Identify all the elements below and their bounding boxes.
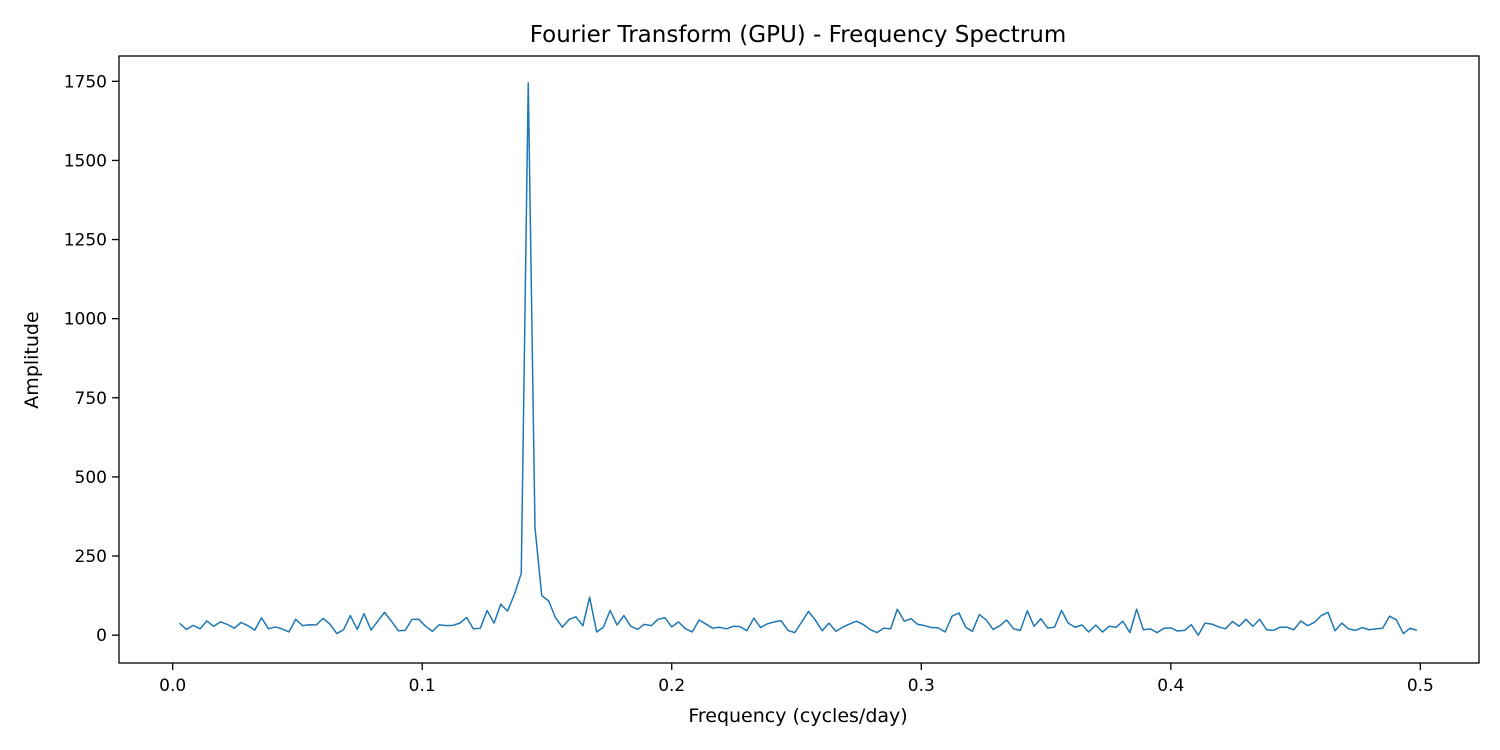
y-tick-label: 1250 [64,231,107,251]
chart-title: Fourier Transform (GPU) - Frequency Spec… [530,22,1067,48]
x-tick-label: 0.4 [1157,676,1184,696]
x-tick-label: 0.3 [908,676,935,696]
y-tick-label: 0 [96,626,107,646]
x-axis-ticks: 0.0 0.1 0.2 0.3 0.4 0.5 [159,663,1434,696]
y-tick-label: 1500 [64,151,107,171]
y-tick-label: 750 [75,389,107,409]
y-tick-label: 500 [75,468,107,488]
plot-area [178,82,1418,636]
y-axis-label: Amplitude [21,311,43,408]
x-tick-label: 0.0 [159,676,186,696]
plot-frame [118,55,1480,664]
x-tick-label: 0.2 [658,676,685,696]
y-tick-label: 1750 [64,72,107,92]
y-tick-label: 250 [75,547,107,567]
x-tick-label: 0.1 [409,676,436,696]
x-tick-label: 0.5 [1407,676,1434,696]
y-tick-label: 1000 [64,310,107,330]
series-line [178,82,1418,636]
series-layer [178,82,1418,636]
y-axis-ticks: 0 250 500 750 1000 1250 1500 1750 [64,72,119,646]
x-axis-label: Frequency (cycles/day) [688,705,907,727]
